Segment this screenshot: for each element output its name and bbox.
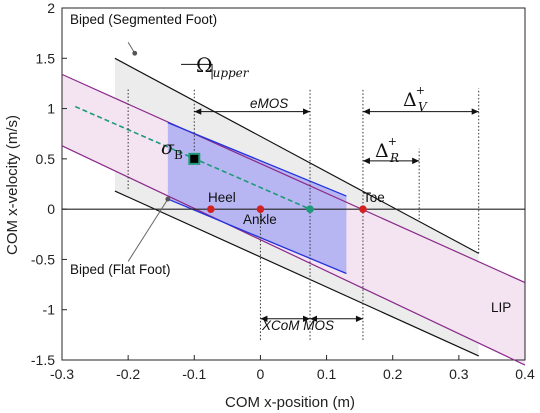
x-tick-label: 0.2: [383, 366, 403, 382]
label-lip: LIP: [491, 300, 511, 315]
x-tick-label: -0.3: [50, 366, 74, 382]
point-xcom: [306, 205, 314, 213]
edge-lip-upper: [61, 73, 526, 284]
xcom-mos-arrow-right-head-left: [310, 315, 318, 322]
y-tick-label: 0.5: [36, 151, 56, 167]
edge-segmented-upper: [114, 57, 479, 254]
point-heel: [207, 205, 215, 213]
emos-arrow-head-right: [303, 108, 311, 115]
label-flat-foot: Biped (Flat Foot): [70, 262, 171, 277]
annotations-layer: [127, 41, 479, 322]
delta-r-arrow-head-right: [412, 157, 420, 165]
y-axis-label: COM x-velocity (m/s): [4, 115, 21, 255]
x-tick-label: 0.1: [317, 366, 337, 382]
x-tick-label: 0.4: [515, 366, 535, 382]
delta-v-arrow-head-right: [471, 108, 479, 115]
label-omega: Ωupper: [196, 53, 250, 80]
edge-flat-lower: [167, 198, 347, 275]
emos-arrow-head-left: [194, 108, 202, 115]
y-tick-label: -1: [43, 302, 56, 318]
y-tick-label: 2: [47, 0, 55, 16]
x-tick-label: -0.2: [116, 366, 140, 382]
regions-layer: [62, 8, 525, 366]
xcom-mos-arrow-left-head-right: [303, 315, 311, 322]
y-tick-label: 1: [47, 101, 55, 117]
y-tick-label: -0.5: [31, 251, 55, 267]
pointer-flat-foot: [127, 198, 169, 262]
label-heel: Heel: [208, 190, 236, 205]
state-marker: [188, 152, 201, 165]
x-tick-label: 0: [257, 366, 265, 382]
y-tick-label: -1.5: [31, 352, 55, 368]
xcom-mos-arrow-left-head-left: [260, 315, 268, 322]
label-sigma: σB: [161, 137, 183, 162]
x-tick-label: 0.3: [449, 366, 469, 382]
label-ankle: Ankle: [243, 212, 277, 227]
point-ankle: [256, 205, 265, 213]
region-flat-foot: [167, 122, 347, 274]
pointer-flat-dot: [165, 196, 171, 202]
plot-frame: [61, 7, 526, 361]
edge-lip-lower: [61, 145, 526, 366]
label-emos: eMOS: [250, 96, 288, 111]
y-tick-label: 0: [47, 201, 55, 217]
label-delta-v: Δ+ V: [403, 84, 428, 114]
y-tick-label: 1.5: [36, 50, 56, 66]
label-toe: Toe: [363, 190, 385, 205]
x-axis-label: COM x-position (m): [225, 394, 355, 411]
omega-angle-marker: [181, 63, 213, 80]
label-xcom-mos: XCoM MOS: [261, 318, 334, 333]
xcom-mos-arrow-right-head-right: [355, 315, 363, 322]
edge-flat-upper: [167, 122, 347, 197]
delta-v-arrow-head-left: [362, 108, 370, 115]
delta-r-arrow-head-left: [362, 157, 370, 165]
edge-segmented-lower: [114, 190, 479, 357]
label-delta-r: Δ+ R: [375, 135, 399, 165]
x-tick-label: -0.1: [182, 366, 206, 382]
axes-layer: -0.3 -0.2 -0.1 0 0.1 0.2 0.3 0.4 -1.5 -1 -0.5 0 0.5 1…: [31, 0, 535, 382]
label-segmented-foot: Biped (Segmented Foot): [70, 12, 217, 27]
point-toe: [359, 205, 367, 213]
pointer-segmented-dot: [132, 50, 138, 56]
